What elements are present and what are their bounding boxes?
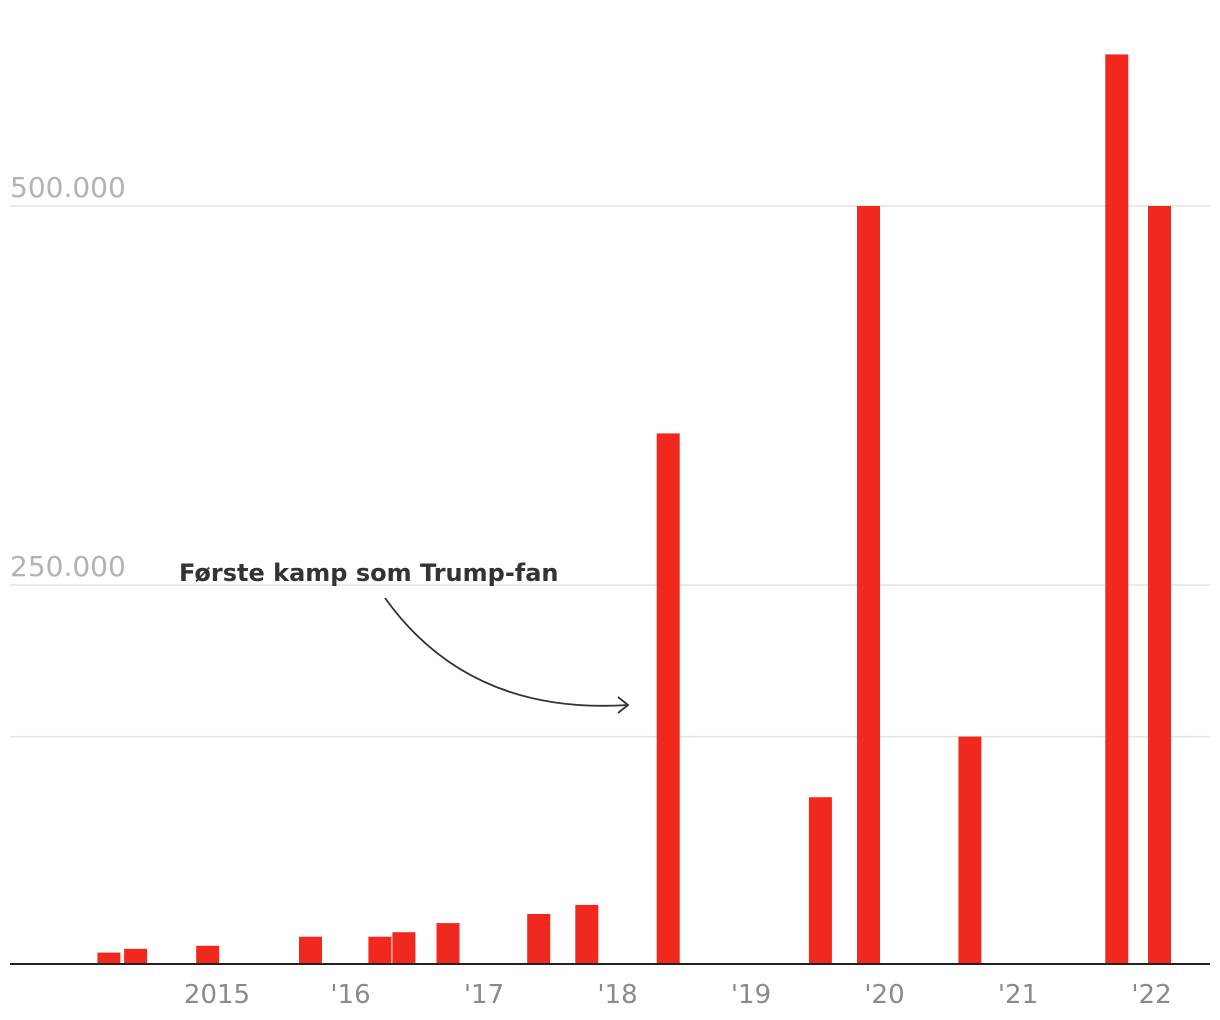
x-tick-label-0: 2015 <box>184 980 250 1010</box>
x-tick-label-5: '20 <box>864 980 904 1010</box>
x-tick-label-3: '18 <box>597 980 637 1010</box>
bar-12 <box>958 736 982 964</box>
y-tick-label-1: 250.000 <box>10 550 126 583</box>
bar-7 <box>527 914 551 964</box>
bar-11 <box>857 206 880 964</box>
bar-13 <box>1105 54 1129 964</box>
gridlines <box>10 205 1210 738</box>
bar-5 <box>392 932 416 964</box>
annotation-text: Første kamp som Trump-fan <box>179 559 559 587</box>
bars <box>97 54 1171 964</box>
arrowhead-icon <box>617 696 630 714</box>
annotation: Første kamp som Trump-fan <box>179 559 630 714</box>
y-axis-labels: 500.000 250.000 <box>10 171 126 583</box>
x-tick-label-6: '21 <box>998 980 1038 1010</box>
annotation-arrow-icon <box>384 597 629 707</box>
x-axis-labels: 2015 '16 '17 '18 '19 '20 '21 '22 <box>184 980 1172 1010</box>
x-tick-label-7: '22 <box>1131 980 1171 1010</box>
x-tick-label-2: '17 <box>464 980 504 1010</box>
y-tick-label-0: 500.000 <box>10 171 126 204</box>
x-tick-label-4: '19 <box>731 980 771 1010</box>
bar-2 <box>196 945 220 964</box>
bar-14 <box>1148 206 1171 964</box>
bar-10 <box>808 797 832 964</box>
bar-6 <box>436 923 460 964</box>
bar-1 <box>124 948 148 964</box>
x-tick-label-1: '16 <box>330 980 370 1010</box>
bar-3 <box>299 936 322 964</box>
bar-8 <box>575 904 599 964</box>
bar-0 <box>97 952 121 964</box>
bar-9 <box>656 433 680 964</box>
bar-4 <box>368 936 392 964</box>
